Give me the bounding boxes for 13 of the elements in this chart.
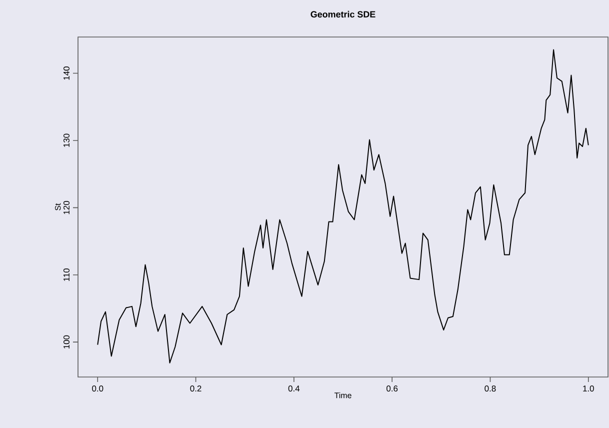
- x-tick-label: 0.2: [190, 386, 202, 392]
- x-tick-label: 1.0: [583, 386, 594, 392]
- y-tick-label: 130: [63, 134, 70, 147]
- chart-title: Geometric SDE: [310, 10, 376, 18]
- x-tick-label: 0.4: [288, 386, 300, 392]
- y-tick-label: 140: [63, 66, 70, 80]
- y-tick-label: 110: [63, 268, 70, 281]
- y-tick-label: 100: [63, 335, 70, 348]
- y-tick-label: 120: [63, 200, 70, 214]
- x-tick-label: 0.8: [484, 386, 496, 392]
- x-tick-label: 0.0: [92, 386, 104, 392]
- line-series: [97, 49, 589, 364]
- x-tick-label: 0.6: [386, 386, 398, 392]
